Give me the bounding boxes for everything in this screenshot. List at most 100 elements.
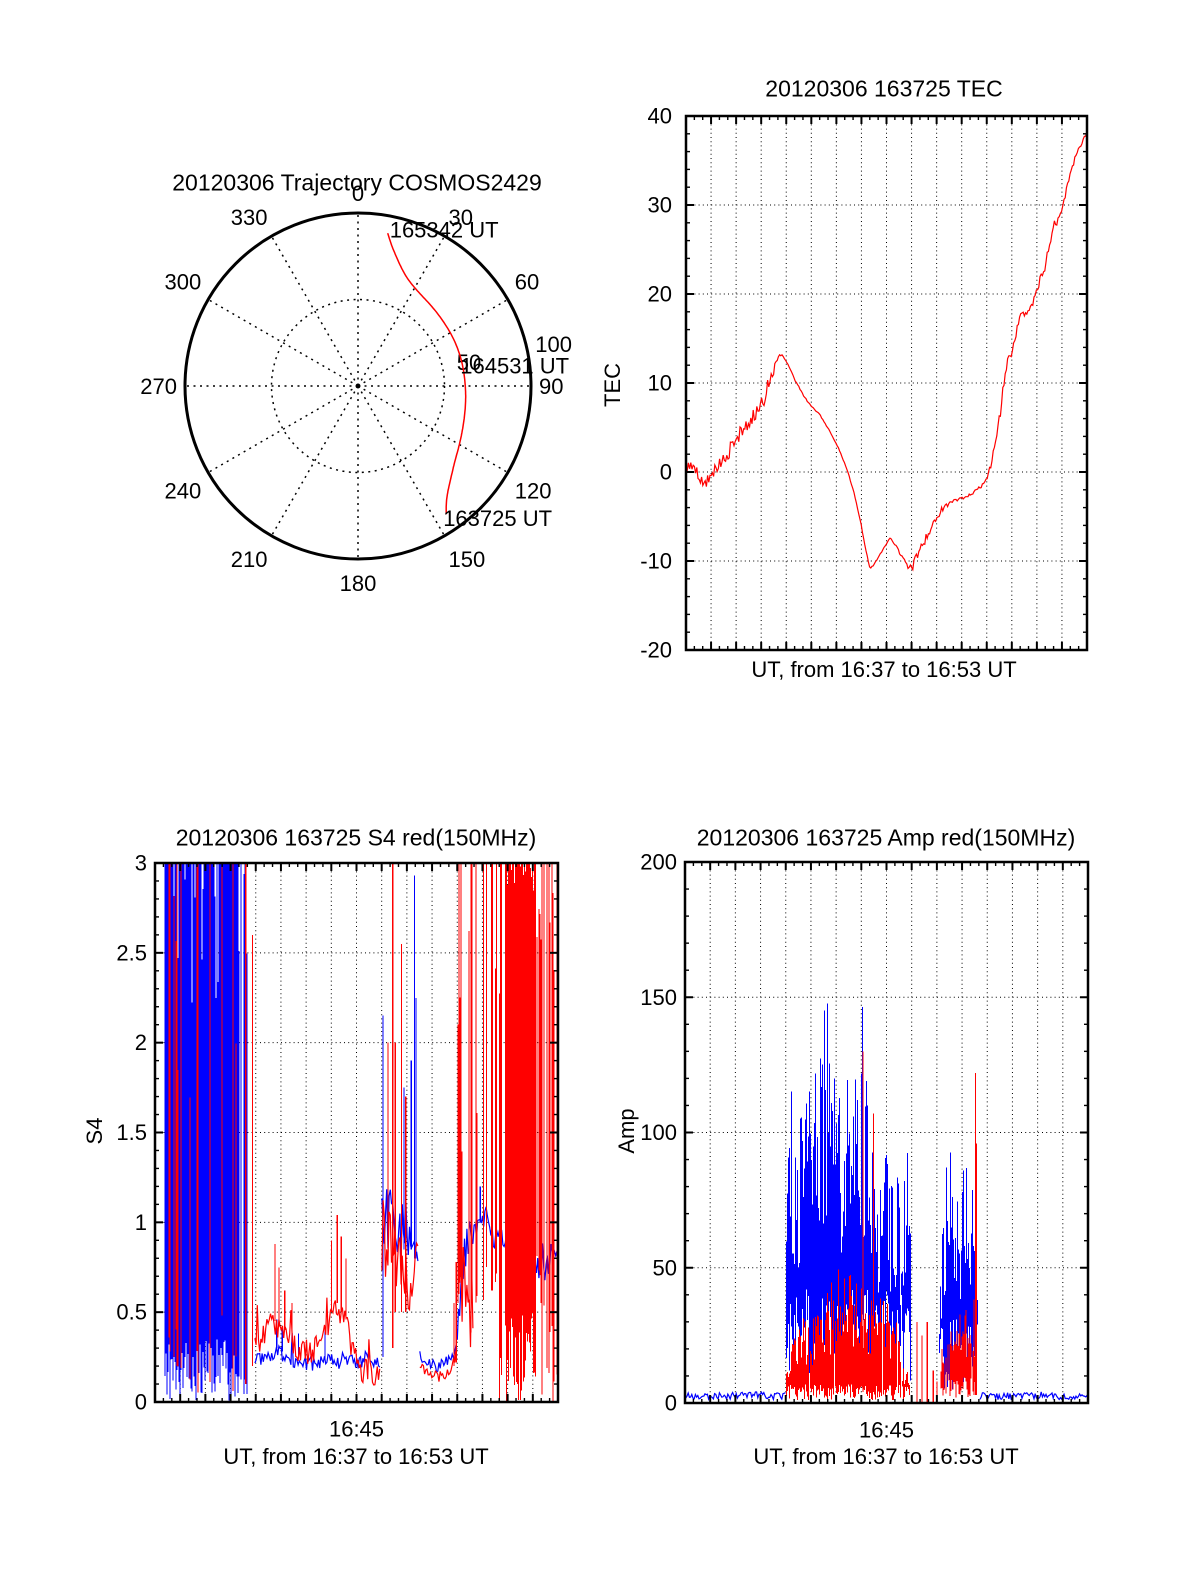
- polar-angle-label: 90: [539, 374, 563, 399]
- polar-angle-label: 0: [352, 181, 364, 206]
- series-comb: [482, 863, 502, 1402]
- ytick-label: 50: [653, 1255, 677, 1280]
- series-spikes: [245, 863, 254, 1384]
- amp-grid: [685, 862, 1088, 1403]
- series-comb: [786, 1269, 911, 1401]
- trajectory-annotation: 163725 UT: [443, 506, 552, 531]
- s4-plot: 0 0.5 1 1.5 2 2.5 3 16:45: [116, 851, 560, 1442]
- tec-grid: [686, 116, 1087, 650]
- polar-spoke: [357, 235, 446, 387]
- ytick-label: 3: [135, 851, 147, 876]
- trajectory-annotation: 165342 UT: [390, 218, 499, 243]
- polar-angle-label: 150: [449, 547, 486, 572]
- polar-radial-label: 50: [457, 350, 481, 375]
- trajectory-title: 20120306 Trajectory COSMOS2429: [172, 169, 542, 196]
- ytick-label: 2: [135, 1030, 147, 1055]
- s4-title: 20120306 163725 S4 red(150MHz): [175, 824, 537, 851]
- s4-ylabel: S4: [82, 1117, 107, 1145]
- polar-spoke: [207, 385, 359, 474]
- ytick-label: 20: [648, 282, 672, 307]
- s4-series-blue: [164, 863, 558, 1401]
- polar-angle-label: 270: [140, 374, 177, 399]
- amp-series: [685, 1003, 1089, 1403]
- series-comb: [940, 1299, 976, 1398]
- trajectory-polar: 0 30 60 90 120 150 180 210 240 270 300 330 50 100 1653…: [140, 181, 572, 596]
- ytick-label: 1.5: [116, 1120, 147, 1145]
- s4-series-red: [168, 863, 558, 1402]
- series-comb: [786, 1003, 912, 1382]
- series-spikes: [862, 1051, 875, 1393]
- polar-spoke: [357, 385, 509, 474]
- series-path: [459, 1247, 474, 1348]
- series-comb: [459, 863, 478, 1333]
- series-path: [254, 1297, 381, 1386]
- ytick-label: 10: [648, 371, 672, 396]
- xtick-label: 16:45: [859, 1418, 914, 1443]
- s4-xlabel: UT, from 16:37 to 16:53 UT: [223, 1444, 489, 1469]
- polar-spoke: [357, 298, 509, 387]
- ytick-label: 30: [648, 193, 672, 218]
- polar-angle-label: 30: [449, 205, 473, 230]
- tec-ylabel: TEC: [600, 363, 625, 407]
- series-comb: [505, 863, 537, 1402]
- tec-plot: -20 -10 0 10 20 30 40: [640, 104, 1089, 663]
- series-path: [381, 1200, 419, 1312]
- ytick-label: 2.5: [116, 940, 147, 965]
- series-spikes: [274, 1215, 347, 1343]
- series-spikes: [403, 875, 417, 1259]
- ytick-label: 100: [640, 1120, 677, 1145]
- polar-angle-label: 210: [231, 547, 268, 572]
- polar-angle-label: 120: [515, 479, 552, 504]
- tec-series: [685, 131, 1088, 572]
- amp-xlabel: UT, from 16:37 to 16:53 UT: [753, 1444, 1019, 1469]
- series-comb: [243, 863, 248, 1395]
- s4-tick-labels: 0 0.5 1 1.5 2 2.5 3 16:45: [116, 851, 384, 1442]
- polar-spoke: [270, 385, 359, 537]
- polar-angle-label: 300: [165, 270, 202, 295]
- amp-title: 20120306 163725 Amp red(150MHz): [696, 824, 1076, 851]
- trajectory-annotation: 164531 UT: [460, 354, 569, 379]
- polar-angle-label: 330: [231, 205, 268, 230]
- series-spikes: [453, 863, 460, 1367]
- polar-angle-label: 60: [515, 270, 539, 295]
- series-spikes: [276, 1015, 384, 1359]
- polar-angle-label: 180: [340, 571, 377, 596]
- series-path: [419, 1344, 458, 1374]
- polar-spoke: [270, 235, 359, 387]
- series-comb: [168, 863, 237, 1393]
- series-path: [979, 1391, 1089, 1402]
- polar-spoke: [207, 298, 359, 387]
- series-comb: [536, 863, 558, 1402]
- series-spikes: [974, 1073, 978, 1395]
- ytick-label: 0.5: [116, 1300, 147, 1325]
- polar-center-dot: [355, 383, 361, 389]
- amp-tick-labels: 0 50 100 150 200 16:45: [640, 850, 914, 1443]
- tec-axes-box: [684, 114, 1089, 652]
- polar-ring-dotted: [270, 298, 446, 474]
- polar-ring-outer: [183, 211, 533, 561]
- amp-ylabel: Amp: [614, 1108, 639, 1154]
- ytick-label: 0: [665, 1391, 677, 1416]
- series-path: [685, 131, 1088, 572]
- tec-xlabel: UT, from 16:37 to 16:53 UT: [751, 657, 1017, 682]
- amp-ticks: [685, 861, 1088, 1404]
- polar-spoke: [357, 385, 446, 537]
- ytick-label: 40: [648, 104, 672, 129]
- series-spikes: [916, 1321, 938, 1403]
- polar-angle-label: 240: [165, 479, 202, 504]
- ytick-label: 0: [135, 1390, 147, 1415]
- ytick-label: -20: [640, 638, 672, 663]
- series-comb: [939, 1152, 979, 1390]
- s4-axes-box: [153, 861, 560, 1404]
- s4-series: [164, 863, 558, 1402]
- xtick-label: 16:45: [329, 1417, 384, 1442]
- polar-radial-label: 100: [535, 332, 572, 357]
- tec-title: 20120306 163725 TEC: [765, 75, 1003, 102]
- ytick-label: 0: [660, 460, 672, 485]
- ytick-label: -10: [640, 549, 672, 574]
- ytick-label: 1: [135, 1210, 147, 1235]
- tec-series-red: [685, 131, 1088, 572]
- amp-plot: 0 50 100 150 200 16:45: [640, 850, 1090, 1443]
